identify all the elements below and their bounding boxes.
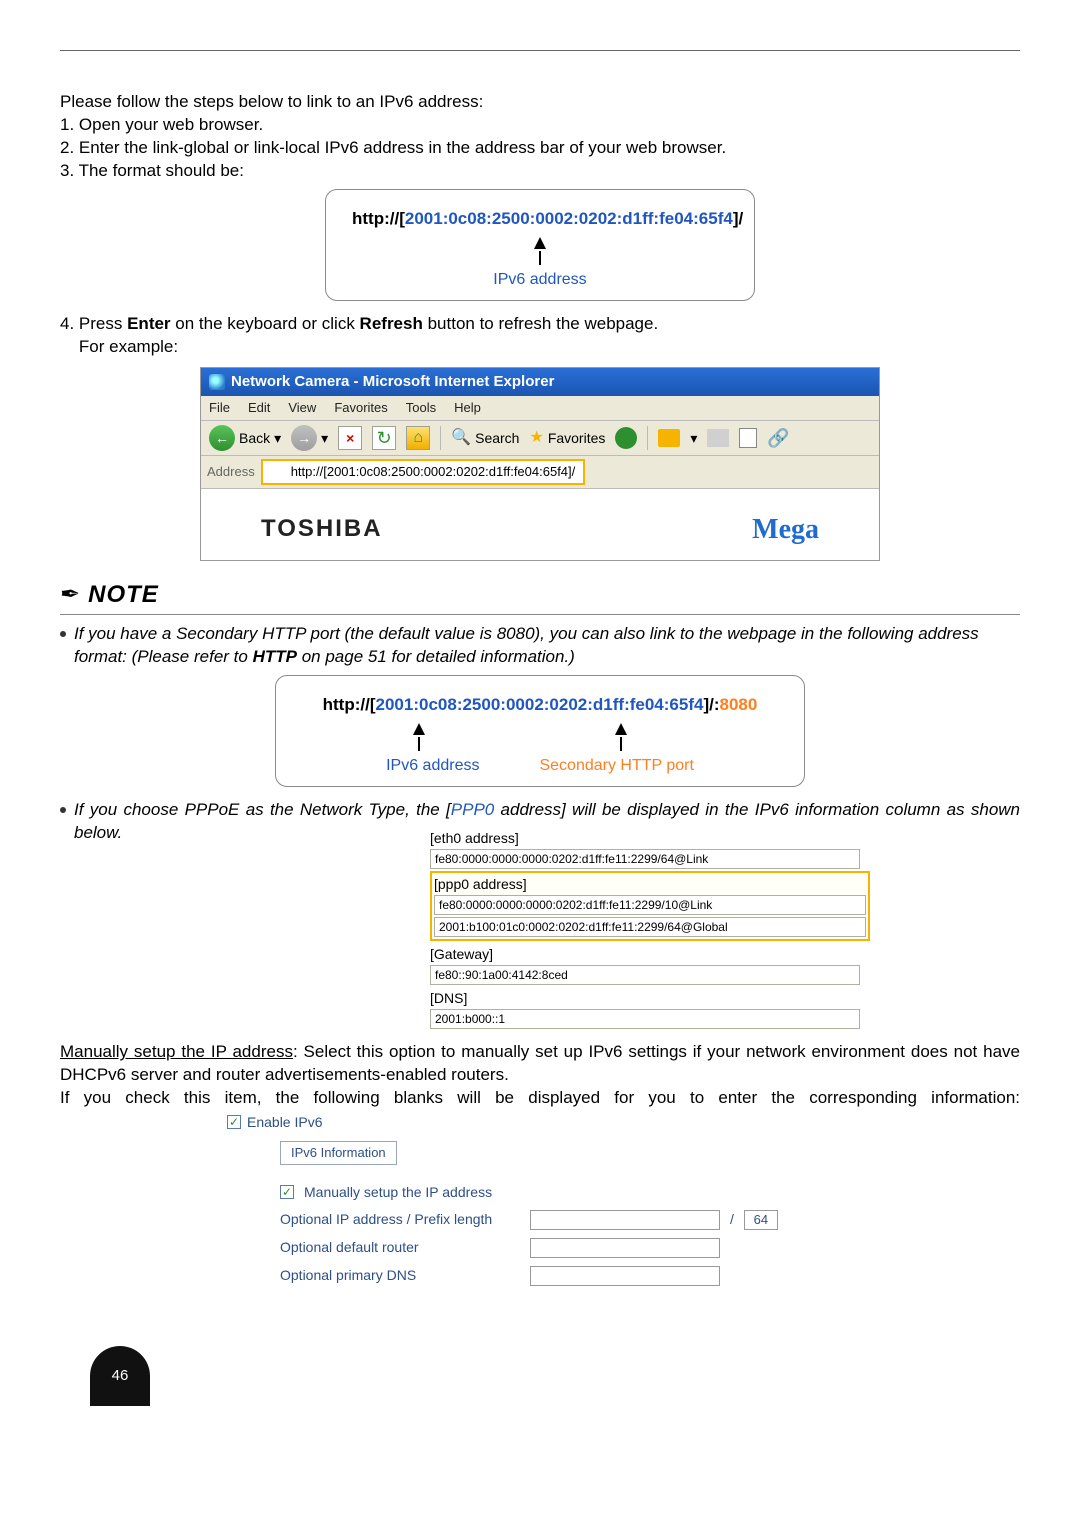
search-button[interactable]: 🔍Search xyxy=(451,427,519,449)
divider xyxy=(60,50,1020,51)
ie-menubar[interactable]: File Edit View Favorites Tools Help xyxy=(201,396,879,421)
checkbox-icon[interactable]: ✓ xyxy=(280,1185,294,1199)
url-text-2: http://[2001:0c08:2500:0002:0202:d1ff:fe… xyxy=(302,694,778,717)
refresh-button[interactable]: ↻ xyxy=(372,426,396,450)
primary-dns-input[interactable] xyxy=(530,1266,720,1286)
steps: 1. Open your web browser. 2. Enter the l… xyxy=(60,114,1020,183)
menu-tools[interactable]: Tools xyxy=(406,399,436,417)
note-heading: ✒ NOTE xyxy=(60,579,1020,614)
url-format-box: http://[2001:0c08:2500:0002:0202:d1ff:fe… xyxy=(325,189,755,302)
print-button[interactable] xyxy=(707,429,729,447)
ipv6-config-panel: IPv6 Information ✓ Manually setup the IP… xyxy=(280,1141,800,1285)
arrow-up-icon xyxy=(413,723,425,735)
arrow-up-icon xyxy=(615,723,627,735)
ipv6-label: IPv6 address xyxy=(386,755,479,777)
url-text: http://[2001:0c08:2500:0002:0202:d1ff:fe… xyxy=(352,208,728,231)
ie-icon xyxy=(209,374,225,390)
note-2: If you choose PPPoE as the Network Type,… xyxy=(74,799,1020,845)
ipv6-info-button[interactable]: IPv6 Information xyxy=(280,1141,397,1165)
default-router-input[interactable] xyxy=(530,1238,720,1258)
address-input[interactable]: http://[2001:0c08:2500:0002:0202:d1ff:fe… xyxy=(261,459,586,485)
note-bullets: If you have a Secondary HTTP port (the d… xyxy=(60,623,1020,669)
brand-right: Mega xyxy=(752,511,819,549)
page-number: 46 xyxy=(90,1346,150,1406)
checkbox-icon: ✓ xyxy=(227,1115,241,1129)
menu-edit[interactable]: Edit xyxy=(248,399,270,417)
ie-window: Network Camera - Microsoft Internet Expl… xyxy=(200,367,880,561)
ipv6-label: IPv6 address xyxy=(352,269,728,291)
brand-left: TOSHIBA xyxy=(261,513,383,545)
ie-content: TOSHIBA Mega xyxy=(201,489,879,561)
enable-ipv6-checkbox[interactable]: ✓Enable IPv6 xyxy=(227,1113,323,1132)
ipv6-info-list: [eth0 address] fe80:0000:0000:0000:0202:… xyxy=(430,829,870,1030)
ie-addressbar: Address http://[2001:0c08:2500:0002:0202… xyxy=(201,456,879,489)
step-3: 3. The format should be: xyxy=(60,160,1020,183)
step-2: 2. Enter the link-global or link-local I… xyxy=(60,137,1020,160)
menu-file[interactable]: File xyxy=(209,399,230,417)
note-bullets-2: If you choose PPPoE as the Network Type,… xyxy=(60,799,1020,845)
ie-toolbar: ←Back ▾ → ▾ × ↻ ⌂ 🔍Search ★Favorites ▾ 🔗 xyxy=(201,421,879,456)
stop-button[interactable]: × xyxy=(338,426,362,450)
port-label: Secondary HTTP port xyxy=(539,755,693,777)
ip-address-input[interactable] xyxy=(530,1210,720,1230)
arrow-up-icon xyxy=(534,237,546,249)
bullet-icon xyxy=(60,631,66,637)
step-4: 4. Press Enter on the keyboard or click … xyxy=(60,313,1020,359)
manual-text-2: If you check this item, the following bl… xyxy=(60,1087,1020,1133)
menu-help[interactable]: Help xyxy=(454,399,481,417)
step-1: 1. Open your web browser. xyxy=(60,114,1020,137)
history-button[interactable] xyxy=(658,429,680,447)
forward-button[interactable]: → ▾ xyxy=(291,425,328,451)
mail-button[interactable] xyxy=(739,428,757,448)
prefix-length-input[interactable]: 64 xyxy=(744,1210,778,1230)
media-button[interactable] xyxy=(615,427,637,449)
note-1: If you have a Secondary HTTP port (the d… xyxy=(74,623,1020,669)
menu-favorites[interactable]: Favorites xyxy=(334,399,387,417)
menu-view[interactable]: View xyxy=(288,399,316,417)
ie-titlebar: Network Camera - Microsoft Internet Expl… xyxy=(201,368,879,396)
manual-text: Manually setup the IP address: Select th… xyxy=(60,1041,1020,1087)
intro-text: Please follow the steps below to link to… xyxy=(60,91,1020,114)
url-format-box-port: http://[2001:0c08:2500:0002:0202:d1ff:fe… xyxy=(275,675,805,788)
home-button[interactable]: ⌂ xyxy=(406,426,430,450)
page-icon xyxy=(271,465,285,479)
links-button[interactable]: 🔗 xyxy=(767,426,789,450)
manual-checkbox-label: Manually setup the IP address xyxy=(304,1183,492,1202)
bullet-icon xyxy=(60,807,66,813)
pen-icon: ✒ xyxy=(60,579,80,611)
back-button[interactable]: ←Back ▾ xyxy=(209,425,281,451)
favorites-button[interactable]: ★Favorites xyxy=(529,427,605,449)
